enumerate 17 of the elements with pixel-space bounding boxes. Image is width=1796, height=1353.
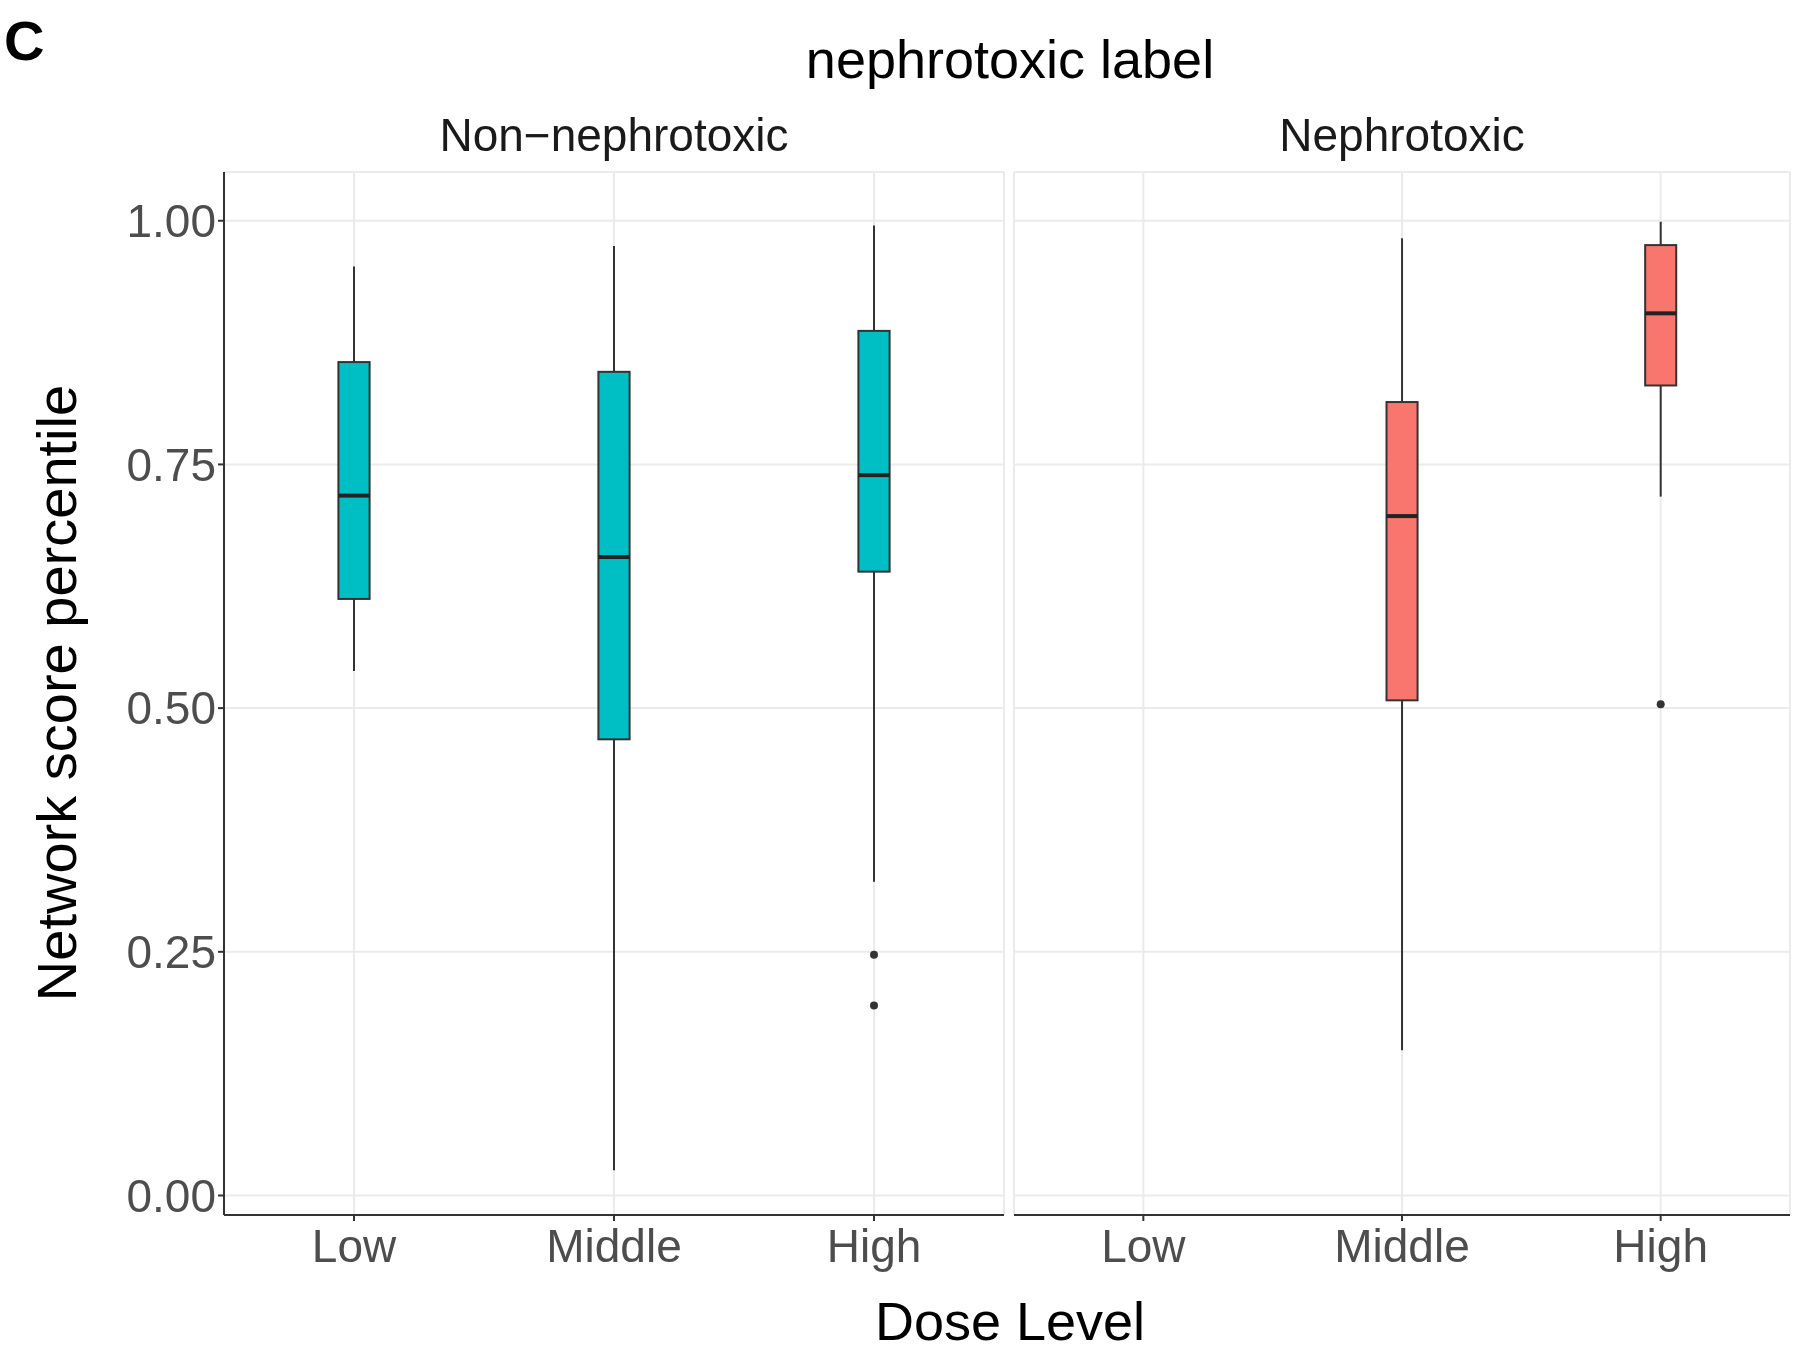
y-tick-label: 0.75	[126, 438, 216, 491]
x-tick-label: Low	[1101, 1219, 1187, 1272]
y-tick-label: 0.00	[126, 1169, 216, 1222]
y-axis-title: Network score percentile	[23, 384, 89, 1002]
x-tick-label: High	[1613, 1219, 1708, 1272]
x-tick-label: Low	[311, 1219, 397, 1272]
x-tick-label: High	[826, 1219, 922, 1272]
y-tick-label: 0.25	[126, 926, 216, 979]
y-tick-label: 0.50	[126, 682, 216, 735]
y-tick-label: 1.00	[126, 195, 216, 248]
text: C	[4, 8, 45, 73]
chart-title: nephrotoxic label	[804, 28, 1216, 90]
chart-subtitle: Non−nephrotoxic	[438, 108, 790, 162]
x-tick-label: Middle	[1334, 1219, 1470, 1272]
chart-subtitle: Nephrotoxic	[1278, 108, 1526, 162]
x-tick-label: Middle	[546, 1219, 682, 1272]
x-axis-title: Dose Level	[873, 1290, 1147, 1352]
